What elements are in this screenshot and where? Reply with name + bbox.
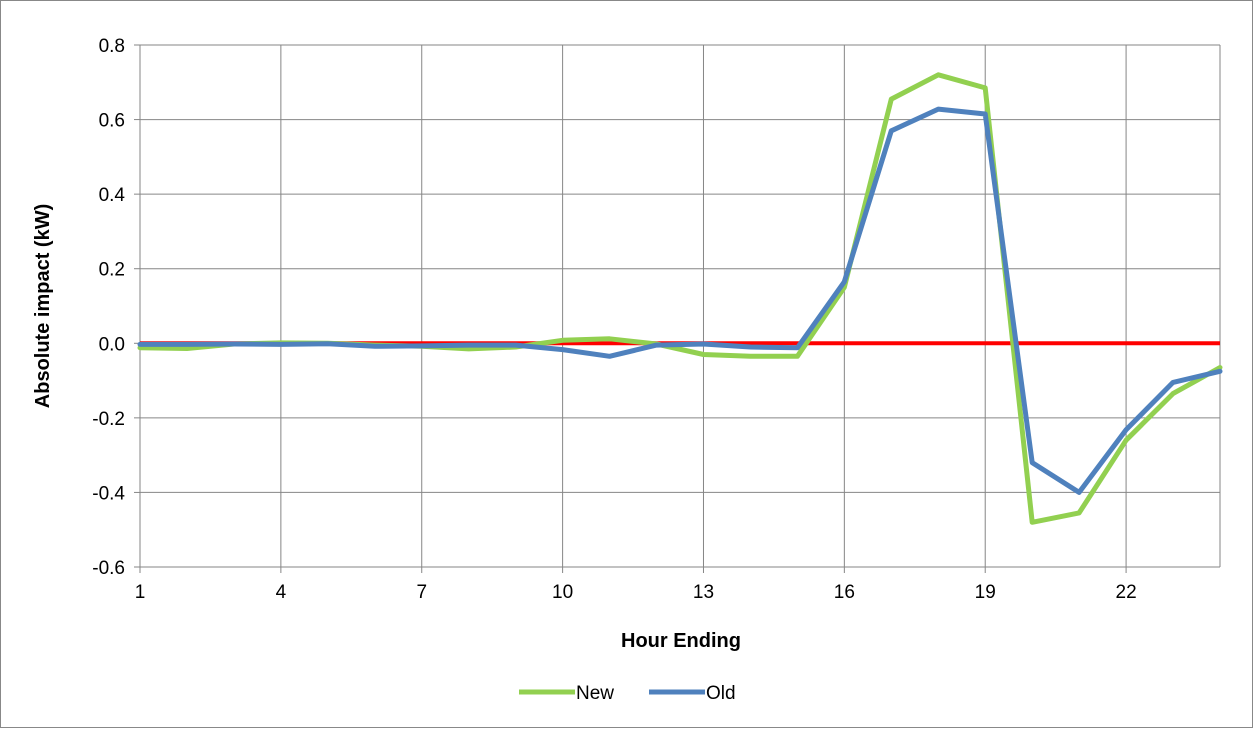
x-tick-label: 10 <box>552 582 573 603</box>
series-line-new <box>137 72 1223 525</box>
y-axis-title: Absolute impact (kW) <box>32 204 54 408</box>
series-line-old <box>137 106 1223 495</box>
y-tick-label: -0.6 <box>92 558 125 579</box>
y-tick-label: 0.8 <box>99 36 125 57</box>
x-tick-label: 7 <box>416 582 427 603</box>
x-tick-label: 13 <box>693 582 714 603</box>
y-tick-label: -0.2 <box>92 409 125 430</box>
y-tick-label: 0.4 <box>99 185 126 206</box>
x-tick-label: 22 <box>1116 582 1137 603</box>
y-tick-label: -0.4 <box>92 483 125 504</box>
grid-lines <box>139 44 1221 568</box>
series-lines <box>137 72 1223 525</box>
legend: New Old <box>519 683 736 704</box>
x-tick-label: 4 <box>276 582 287 603</box>
axes <box>134 44 1220 573</box>
tick-labels: -0.6 -0.4 -0.2 0.0 0.2 0.4 0.6 0.8 1 4 7 10 13 16 19 22 <box>92 36 1136 603</box>
y-tick-label: 0.0 <box>99 334 125 355</box>
x-axis-title: Hour Ending <box>621 630 741 652</box>
x-tick-label: 16 <box>834 582 855 603</box>
x-tick-label: 1 <box>135 582 146 603</box>
x-tick-label: 19 <box>975 582 996 603</box>
legend-label-old: Old <box>706 683 736 704</box>
legend-label-new: New <box>576 683 614 704</box>
y-tick-label: 0.2 <box>99 260 125 281</box>
y-tick-label: 0.6 <box>99 111 125 132</box>
